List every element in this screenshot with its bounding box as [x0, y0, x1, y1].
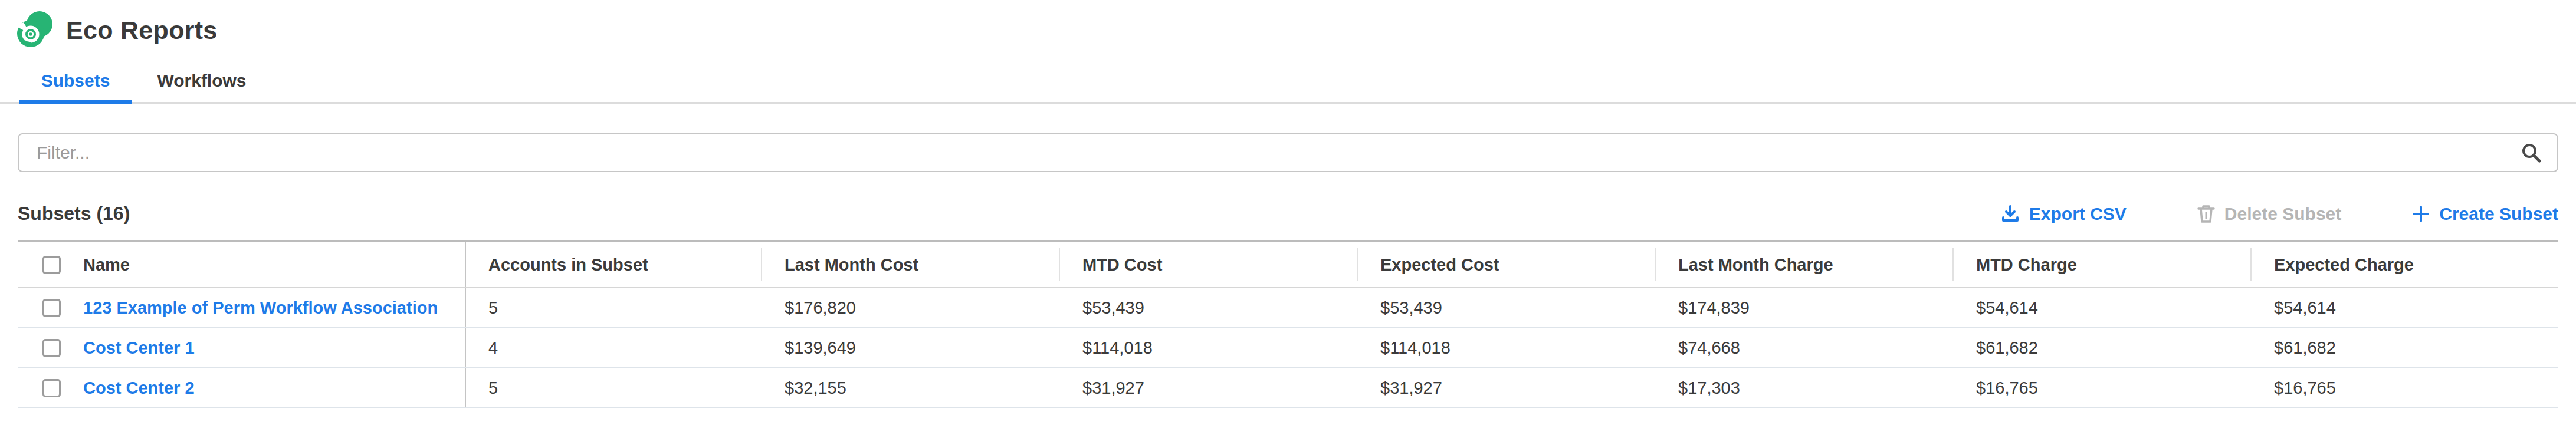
header-mtd-cost: MTD Cost — [1059, 242, 1357, 287]
subsets-toolbar: Subsets (16) Export CSV Delete Subset — [18, 203, 2558, 225]
app-header: Eco Reports — [0, 0, 2576, 51]
table-body: 123 Example of Perm Workflow Association… — [18, 288, 2558, 408]
table-row: Cost Center 2 5 $32,155 $31,927 $31,927 … — [18, 368, 2558, 408]
last-month-charge-value: $74,668 — [1655, 328, 1952, 367]
table-row: Cost Center 1 4 $139,649 $114,018 $114,0… — [18, 328, 2558, 368]
delete-subset-label: Delete Subset — [2224, 204, 2341, 224]
plus-icon — [2412, 205, 2430, 223]
mtd-cost-value: $114,018 — [1059, 328, 1357, 367]
last-month-cost-value: $176,820 — [761, 288, 1059, 327]
export-csv-label: Export CSV — [2029, 204, 2127, 224]
mtd-charge-value: $16,765 — [1952, 368, 2250, 407]
expected-charge-value: $16,765 — [2250, 368, 2558, 407]
subset-name-link[interactable]: Cost Center 1 — [83, 338, 195, 358]
header-expected-cost: Expected Cost — [1357, 242, 1655, 287]
delete-subset-button[interactable]: Delete Subset — [2197, 204, 2341, 224]
subset-name-link[interactable]: 123 Example of Perm Workflow Association — [83, 298, 438, 318]
row-checkbox[interactable] — [42, 379, 61, 397]
last-month-cost-value: $139,649 — [761, 328, 1059, 367]
row-checkbox[interactable] — [42, 299, 61, 317]
header-last-month-charge: Last Month Charge — [1655, 242, 1952, 287]
expected-charge-value: $61,682 — [2250, 328, 2558, 367]
header-name: Name — [18, 242, 466, 287]
create-subset-button[interactable]: Create Subset — [2412, 204, 2558, 224]
mtd-charge-value: $61,682 — [1952, 328, 2250, 367]
mtd-cost-value: $31,927 — [1059, 368, 1357, 407]
subset-name-link[interactable]: Cost Center 2 — [83, 378, 195, 398]
subsets-count-heading: Subsets (16) — [18, 203, 130, 225]
page-title: Eco Reports — [66, 16, 218, 45]
filter-input[interactable] — [18, 133, 2558, 172]
tab-workflows[interactable]: Workflows — [146, 64, 258, 104]
search-icon[interactable] — [2521, 142, 2542, 163]
accounts-in-subset-value: 4 — [466, 328, 761, 367]
export-csv-button[interactable]: Export CSV — [2001, 204, 2127, 224]
tab-bar: Subsets Workflows — [0, 64, 2576, 104]
last-month-cost-value: $32,155 — [761, 368, 1059, 407]
create-subset-label: Create Subset — [2439, 204, 2558, 224]
expected-cost-value: $53,439 — [1357, 288, 1655, 327]
filter-container — [18, 133, 2558, 172]
header-name-label: Name — [83, 255, 130, 275]
row-checkbox[interactable] — [42, 339, 61, 357]
mtd-charge-value: $54,614 — [1952, 288, 2250, 327]
expected-cost-value: $31,927 — [1357, 368, 1655, 407]
download-icon — [2001, 205, 2020, 223]
expected-cost-value: $114,018 — [1357, 328, 1655, 367]
accounts-in-subset-value: 5 — [466, 288, 761, 327]
select-all-checkbox[interactable] — [42, 256, 61, 274]
accounts-in-subset-value: 5 — [466, 368, 761, 407]
expected-charge-value: $54,614 — [2250, 288, 2558, 327]
header-last-month-cost: Last Month Cost — [761, 242, 1059, 287]
table-row: 123 Example of Perm Workflow Association… — [18, 288, 2558, 328]
tab-subsets[interactable]: Subsets — [19, 64, 132, 104]
trash-icon — [2197, 205, 2215, 223]
eco-reports-logo-icon — [17, 11, 53, 49]
subsets-table: Name Accounts in Subset Last Month Cost … — [18, 240, 2558, 408]
table-header-row: Name Accounts in Subset Last Month Cost … — [18, 242, 2558, 288]
toolbar-actions: Export CSV Delete Subset Create Subset — [2001, 204, 2558, 224]
mtd-cost-value: $53,439 — [1059, 288, 1357, 327]
last-month-charge-value: $174,839 — [1655, 288, 1952, 327]
header-expected-charge: Expected Charge — [2250, 242, 2558, 287]
header-accounts-in-subset: Accounts in Subset — [466, 242, 761, 287]
last-month-charge-value: $17,303 — [1655, 368, 1952, 407]
header-mtd-charge: MTD Charge — [1952, 242, 2250, 287]
